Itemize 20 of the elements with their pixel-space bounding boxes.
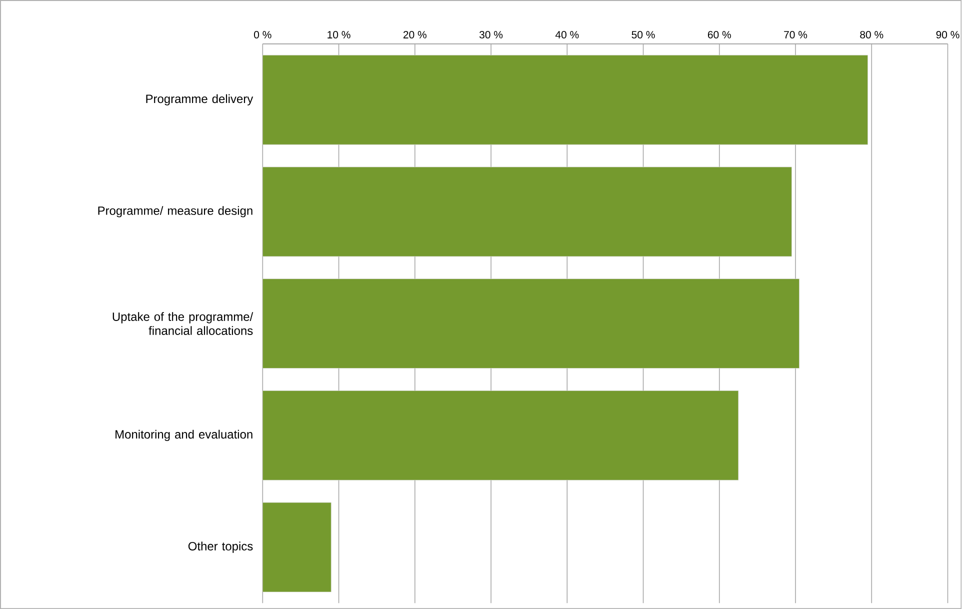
bar — [262, 390, 739, 480]
bar — [262, 54, 868, 145]
y-tick-label: Programme/ measure design — [98, 206, 252, 218]
bar — [262, 166, 792, 257]
x-tick-label: 40 % — [555, 30, 579, 38]
bar — [262, 502, 332, 592]
y-tick-label: Programme delivery — [146, 94, 254, 106]
x-tick-label: 20 % — [403, 30, 426, 38]
x-tick-label: 50 % — [632, 30, 655, 38]
x-tick-label: 60 % — [708, 30, 731, 38]
x-tick-label: 0 % — [254, 30, 272, 38]
x-tick-label: 70 % — [784, 30, 808, 38]
x-tick-label: 90 % — [936, 30, 960, 38]
y-tick-label: Other topics — [188, 542, 253, 553]
y-tick-label: Uptake of the programme/ financial allocations — [112, 312, 254, 335]
x-tick-label: 80 % — [860, 30, 884, 38]
bar — [262, 278, 800, 368]
x-tick-label: 30 % — [479, 30, 503, 38]
x-tick-label: 10 % — [328, 30, 350, 38]
y-tick-label: Monitoring and evaluation — [116, 430, 252, 441]
